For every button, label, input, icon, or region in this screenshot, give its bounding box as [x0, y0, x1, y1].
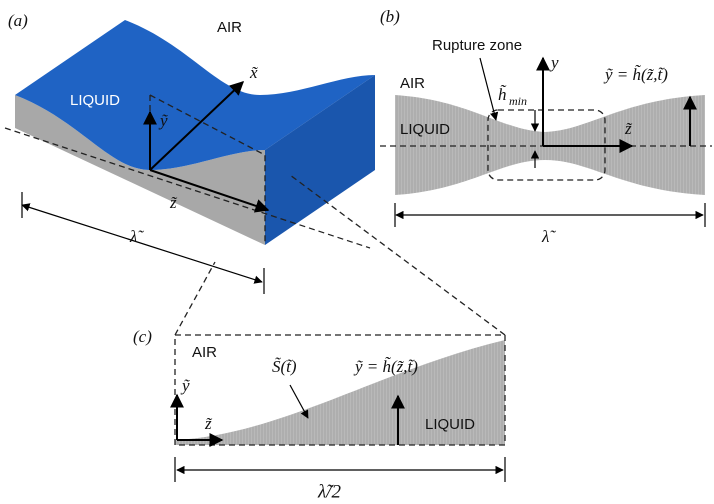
dim-line — [21, 203, 263, 284]
rupture-box — [487, 109, 606, 181]
y-label: y — [549, 53, 559, 72]
right-face — [265, 75, 375, 245]
rupture-label: Rupture zone — [432, 37, 522, 54]
z-label: z̃ — [624, 119, 633, 138]
axis-dash — [4, 127, 371, 249]
panel-label: (c) — [133, 327, 152, 346]
h-equation: ỹ = h̃(z̃,t̃) — [353, 357, 418, 376]
panel-label: (b) — [380, 7, 400, 26]
wavelength-label: λ̃ — [541, 227, 556, 246]
half-wavelength-label: λ̃/2 — [317, 481, 342, 502]
surface-label: S̃(t̃) — [272, 357, 297, 376]
zoom-box — [174, 334, 506, 446]
liquid-region — [175, 340, 505, 445]
rupture-arrow — [479, 57, 499, 121]
h-equation: ỹ = h̃(z̃,t̃) — [603, 65, 668, 84]
panel-a: (a) AIR LIQUID x̃ ỹ z̃ λ̃ — [4, 11, 375, 294]
zoom-line — [174, 261, 216, 336]
z-label: z̃ — [204, 414, 213, 433]
air-label: AIR — [400, 75, 425, 92]
hmin-subscript: min — [509, 94, 527, 108]
panel-b: (b) Rupture zone y ỹ = h̃(z̃,t̃) AIR LIQ… — [380, 7, 712, 246]
x-label: x̃ — [249, 63, 258, 82]
y-label: ỹ — [180, 376, 190, 395]
zoom-line — [289, 174, 506, 336]
liquid-label: LIQUID — [70, 92, 120, 109]
liquid-label: LIQUID — [400, 121, 450, 138]
liquid-label: LIQUID — [425, 416, 475, 433]
x-axis — [149, 81, 245, 171]
air-label: AIR — [192, 344, 217, 361]
y-label: ỹ — [158, 111, 168, 130]
hmin-label: h̃ — [498, 85, 507, 104]
top-surface — [15, 20, 375, 170]
surface-arrow — [289, 384, 309, 419]
panel-c: (c) AIR S̃(t̃) ỹ = h̃(z̃,t̃) ỹ z̃ LIQUID… — [133, 327, 506, 502]
air-label: AIR — [217, 19, 242, 36]
panel-label: (a) — [8, 11, 28, 30]
z-label: z̃ — [169, 193, 178, 212]
